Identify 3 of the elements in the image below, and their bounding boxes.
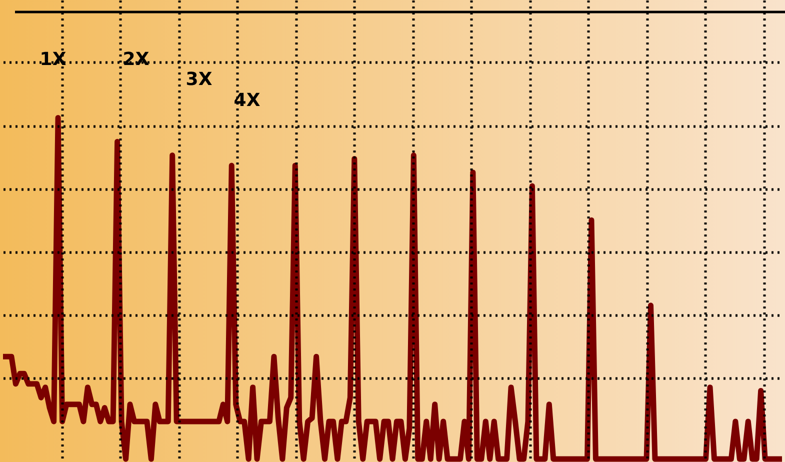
text: 3X (186, 69, 212, 90)
text: 4X (234, 90, 260, 111)
text: 2X (122, 49, 150, 70)
